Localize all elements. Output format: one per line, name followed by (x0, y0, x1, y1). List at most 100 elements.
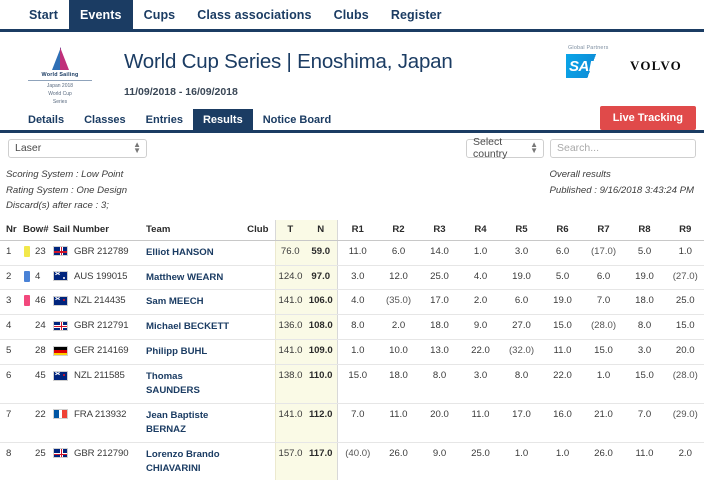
world-sailing-logo: World Sailing Japan 2018 World Cup Serie… (28, 44, 92, 106)
nav-item-events[interactable]: Events (68, 0, 133, 29)
cell-race-r4: 22.0 (460, 339, 501, 366)
nav-item-clubs[interactable]: Clubs (333, 7, 369, 22)
nav-item-register[interactable]: Register (390, 7, 442, 22)
net-points-value: 59.0 (311, 245, 331, 257)
team-name[interactable]: Sam MEECH (146, 296, 204, 308)
cell-race-r5: 6.0 (501, 289, 542, 316)
results-meta: Scoring System : Low Point Rating System… (0, 163, 704, 220)
cell-race-r9: (28.0) (665, 364, 704, 404)
col-header-team[interactable]: Team (143, 219, 233, 241)
cell-club (233, 240, 275, 266)
cell-team[interactable]: Philipp BUHL (143, 339, 233, 366)
col-header-r6[interactable]: R6 (542, 219, 583, 241)
search-input[interactable] (550, 138, 696, 158)
cell-race-r7: 1.0 (583, 364, 624, 404)
cell-race-r4: 9.0 (460, 314, 501, 341)
col-header-t[interactable]: T (274, 219, 305, 241)
table-row[interactable]: 5 28 GER 214169 Philipp BUHL 141.0 109.0 1.0 10… (0, 339, 704, 366)
cell-race-r1: 8.0 (336, 314, 378, 341)
table-row[interactable]: 1 23 GBR 212789 Elliot HANSON 76.0 59.0 11.0 6.… (0, 240, 704, 266)
col-header-r9[interactable]: R9 (665, 219, 704, 241)
cell-rank: 1 (0, 240, 20, 266)
net-points-value: 97.0 (311, 270, 331, 282)
table-row[interactable]: 8 25 GBR 212790 Lorenzo Brando CHIAVARINI 15… (0, 442, 704, 480)
cell-team[interactable]: Sam MEECH (143, 289, 233, 316)
col-header-r2[interactable]: R2 (378, 219, 419, 241)
col-header-sail-number[interactable]: Sail Number (50, 219, 143, 241)
cell-team[interactable]: Elliot HANSON (143, 240, 233, 266)
table-row[interactable]: 6 45 NZL 211585 Thomas SAUNDERS 138.0 110.0 15… (0, 364, 704, 404)
country-select-value: Select country (473, 136, 508, 160)
nav-item-class-associations[interactable]: Class associations (197, 7, 312, 22)
cell-race-r3: 14.0 (419, 240, 460, 266)
sail-number-value: FRA 213932 (74, 408, 127, 420)
table-row[interactable]: 3 46 NZL 214435 Sam MEECH 141.0 106.0 4.0 (35.0… (0, 289, 704, 316)
cell-team[interactable]: Jean Baptiste BERNAZ (143, 403, 233, 443)
cell-club (233, 442, 275, 480)
cell-rank: 4 (0, 314, 20, 341)
col-header-r5[interactable]: R5 (501, 219, 542, 241)
team-name[interactable]: Matthew WEARN (146, 271, 224, 283)
live-tracking-button[interactable]: Live Tracking (599, 106, 696, 130)
cell-sail-number: NZL 211585 (50, 364, 143, 404)
nav-item-cups[interactable]: Cups (143, 7, 176, 22)
col-header-r8[interactable]: R8 (624, 219, 665, 241)
cell-race-r5: 19.0 (501, 265, 542, 291)
table-row[interactable]: 4 24 GBR 212791 Michael BECKETT 136.0 108.0 8.… (0, 314, 704, 341)
bow-number-value: 23 (35, 245, 46, 257)
col-header-r1[interactable]: R1 (336, 219, 378, 241)
col-header-nr[interactable]: Nr (0, 219, 20, 241)
cell-sail-number: NZL 214435 (50, 289, 143, 316)
cell-race-r2: 26.0 (378, 442, 419, 480)
tab-notice-board[interactable]: Notice Board (262, 113, 332, 126)
bow-number-value: 46 (35, 295, 46, 307)
cell-club (233, 339, 275, 366)
cell-team[interactable]: Michael BECKETT (143, 314, 233, 341)
col-header-bow-[interactable]: Bow# (20, 219, 50, 241)
published-timestamp: Published : 9/16/2018 3:43:24 PM (549, 184, 694, 196)
cell-race-r1: 7.0 (336, 403, 378, 443)
event-title-block: World Cup Series | Enoshima, Japan 11/09… (92, 44, 453, 98)
team-name[interactable]: Jean Baptiste BERNAZ (146, 409, 209, 435)
col-header-r7[interactable]: R7 (583, 219, 624, 241)
tab-results[interactable]: Results (192, 109, 253, 130)
results-table-body: 1 23 GBR 212789 Elliot HANSON 76.0 59.0 11.0 6.… (0, 240, 704, 480)
cell-race-r6: 15.0 (542, 314, 583, 341)
team-name[interactable]: Lorenzo Brando CHIAVARINI (146, 448, 220, 474)
col-header-club[interactable]: Club (233, 219, 275, 241)
cell-total-points: 136.0 (274, 314, 305, 341)
table-row[interactable]: 2 4 AUS 199015 Matthew WEARN 124.0 97.0 3.0 12.… (0, 265, 704, 291)
col-header-r3[interactable]: R3 (419, 219, 460, 241)
rating-system: Rating System : One Design (6, 184, 128, 196)
nav-item-start[interactable]: Start (29, 7, 58, 22)
cell-team[interactable]: Matthew WEARN (143, 265, 233, 291)
team-name[interactable]: Michael BECKETT (146, 321, 230, 333)
cell-sail-number: AUS 199015 (50, 265, 143, 291)
bow-color-swatch (24, 320, 30, 331)
tab-classes[interactable]: Classes (84, 113, 126, 126)
cell-race-r1: 11.0 (336, 240, 378, 266)
cell-race-r9: 20.0 (665, 339, 704, 366)
country-select[interactable]: Select country ▲ ▼ (466, 136, 544, 160)
cell-net-points: 110.0 (305, 364, 337, 404)
tab-entries[interactable]: Entries (145, 113, 183, 126)
bow-number-value: 25 (35, 447, 46, 459)
cell-team[interactable]: Thomas SAUNDERS (143, 364, 233, 404)
col-header-n[interactable]: N (305, 219, 337, 241)
cell-race-r2: (35.0) (378, 289, 419, 316)
chevron-updown-icon: ▲ ▼ (530, 140, 538, 155)
class-select[interactable]: Laser ▲ ▼ (8, 138, 147, 158)
cell-race-r8: 5.0 (624, 240, 665, 266)
cell-total-points: 141.0 (274, 289, 305, 316)
team-name[interactable]: Elliot HANSON (146, 246, 214, 258)
table-row[interactable]: 7 22 FRA 213932 Jean Baptiste BERNAZ 141.0 11… (0, 403, 704, 443)
event-tabs: Details Classes Entries Results Notice Board… (0, 106, 704, 133)
col-header-r4[interactable]: R4 (460, 219, 501, 241)
team-name[interactable]: Thomas SAUNDERS (146, 371, 200, 397)
tab-details[interactable]: Details (28, 113, 65, 126)
publication-info: Overall results Published : 9/16/2018 3:… (549, 167, 694, 214)
cell-team[interactable]: Lorenzo Brando CHIAVARINI (143, 442, 233, 480)
team-name[interactable]: Philipp BUHL (146, 346, 208, 358)
cell-sail-number: GBR 212790 (50, 442, 143, 480)
cell-race-r1: 15.0 (336, 364, 378, 404)
